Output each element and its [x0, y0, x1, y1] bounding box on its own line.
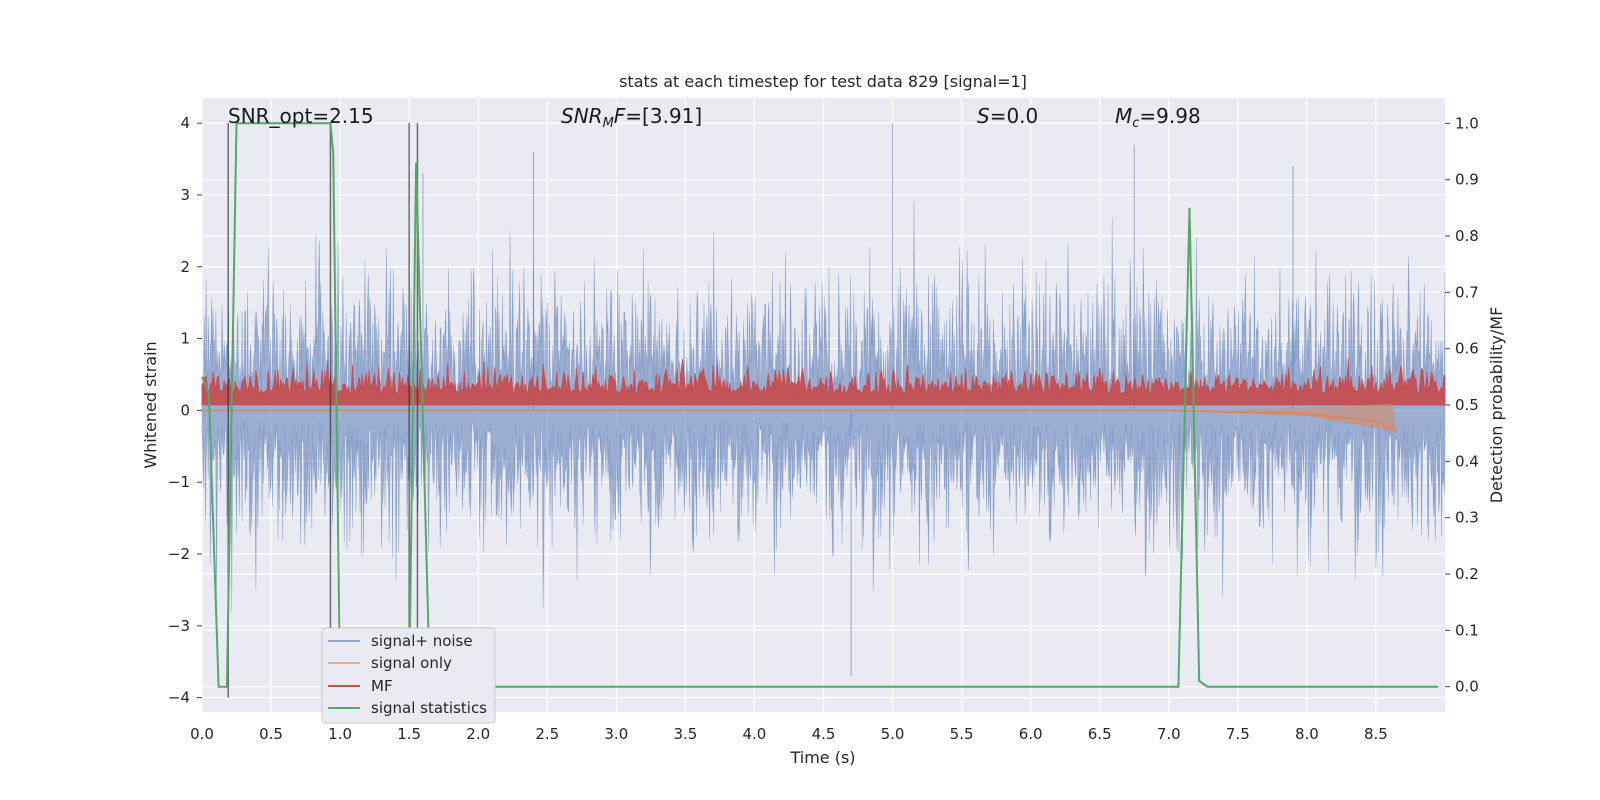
x-tick-label: 6.0 — [1019, 725, 1043, 743]
x-tick-label: 2.0 — [466, 725, 490, 743]
y-axis-label: Whitened strain — [141, 341, 160, 468]
signal-only-series — [202, 403, 1398, 433]
y-right-tick-label: 0.0 — [1455, 678, 1479, 696]
x-tick-label: 2.5 — [535, 725, 559, 743]
legend-label-signal-noise: signal+ noise — [371, 632, 473, 650]
y-right-ticks: 1.0 0.9 0.8 0.7 0.6 0.5 0.4 0.3 0.2 0.1 0.0 — [1445, 114, 1479, 696]
y-right-tick-label: 0.6 — [1455, 340, 1479, 358]
y-right-tick-label: 0.3 — [1455, 509, 1479, 527]
x-tick-label: 1.5 — [397, 725, 421, 743]
y-tick-label: 4 — [180, 114, 190, 132]
x-tick-label: 4.5 — [812, 725, 836, 743]
annotation-s: S=0.0 — [977, 104, 1038, 128]
x-tick-label: 7.0 — [1157, 725, 1181, 743]
annotation-mc: Mc=9.98 — [1115, 104, 1201, 131]
x-ticks: 0.0 0.5 1.0 1.5 2.0 2.5 3.0 3.5 4.0 4.5 5.0 5.5 6.0 6… — [190, 725, 1388, 743]
chart-title: stats at each timestep for test data 829… — [619, 72, 1027, 91]
y-right-tick-label: 0.1 — [1455, 621, 1479, 639]
legend: signal+ noise signal only MF signal stat… — [321, 627, 496, 724]
x-tick-label: 7.5 — [1226, 725, 1250, 743]
y-right-tick-label: 0.7 — [1455, 283, 1479, 301]
x-tick-label: 4.0 — [743, 725, 767, 743]
y-right-tick-label: 0.5 — [1455, 396, 1479, 414]
legend-box — [321, 627, 496, 724]
x-tick-label: 1.0 — [328, 725, 352, 743]
y-tick-label: −4 — [168, 689, 190, 707]
annotation-snr-opt: SNR_opt=2.15 — [228, 104, 374, 128]
x-tick-label: 5.0 — [881, 725, 905, 743]
y-tick-label: −3 — [168, 617, 190, 635]
y-tick-label: 3 — [180, 186, 190, 204]
y-right-tick-label: 0.4 — [1455, 452, 1479, 470]
legend-label-signal-statistics: signal statistics — [371, 699, 487, 717]
x-tick-label: 5.5 — [950, 725, 974, 743]
legend-label-signal-only: signal only — [371, 654, 452, 672]
x-tick-label: 3.0 — [604, 725, 628, 743]
y-right-tick-label: 0.8 — [1455, 227, 1479, 245]
y-right-tick-label: 1.0 — [1455, 114, 1479, 132]
y-tick-label: −1 — [168, 473, 190, 491]
signal-only-chirp — [1168, 403, 1397, 432]
y-tick-label: 2 — [180, 258, 190, 276]
legend-label-mf: MF — [371, 677, 393, 695]
y-tick-label: 0 — [180, 401, 190, 419]
annotation-snr-mf: SNRMF=[3.91] — [561, 104, 702, 131]
y-right-tick-label: 0.2 — [1455, 565, 1479, 583]
x-tick-label: 6.5 — [1088, 725, 1112, 743]
x-tick-label: 8.0 — [1295, 725, 1319, 743]
x-tick-label: 0.5 — [259, 725, 283, 743]
y-right-axis-label: Detection probability/MF — [1487, 307, 1506, 504]
y-ticks: 4 3 2 1 0 −1 −2 −3 −4 — [168, 114, 202, 707]
y-tick-label: 1 — [180, 330, 190, 348]
x-axis-label: Time (s) — [789, 748, 855, 767]
y-right-tick-label: 0.9 — [1455, 171, 1479, 189]
y-tick-label: −2 — [168, 545, 190, 563]
x-tick-label: 0.0 — [190, 725, 214, 743]
x-tick-label: 8.5 — [1364, 725, 1388, 743]
x-tick-label: 3.5 — [673, 725, 697, 743]
